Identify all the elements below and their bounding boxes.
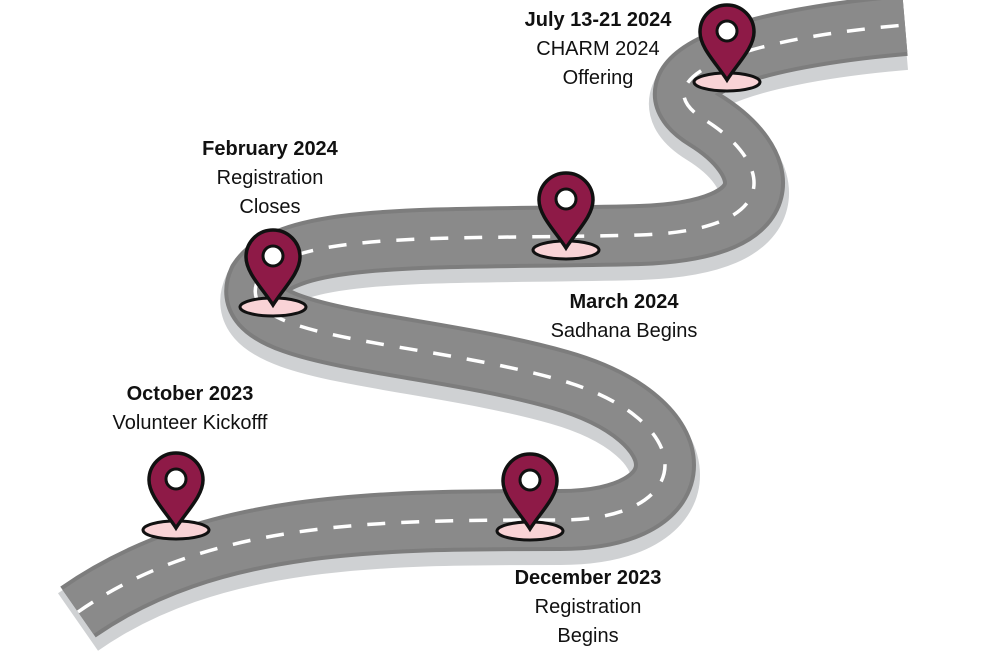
milestone-july-2024: July 13-21 2024 CHARM 2024 Offering (498, 6, 698, 93)
milestone-description: Volunteer Kickofff (112, 412, 268, 434)
milestone-date: March 2024 (569, 291, 679, 313)
milestone-description: Registration (534, 596, 642, 618)
milestone-october-2023: October 2023 Volunteer Kickofff (90, 380, 290, 438)
milestone-description: Registration (216, 167, 324, 189)
milestone-description: Closes (239, 196, 301, 218)
road-center-dashes (77, 23, 906, 614)
map-pin-icon (531, 171, 601, 261)
map-pin-icon (692, 3, 762, 93)
milestone-description: Offering (562, 67, 634, 89)
milestone-february-2024: February 2024 Registration Closes (170, 135, 370, 222)
map-pin-icon (238, 228, 308, 318)
milestone-date: December 2023 (514, 567, 662, 589)
milestone-description: Sadhana Begins (550, 320, 698, 342)
milestone-december-2023: December 2023 Registration Begins (488, 564, 688, 651)
milestone-date: February 2024 (202, 138, 338, 160)
milestone-date: July 13-21 2024 (524, 9, 672, 31)
map-pin-icon (495, 452, 565, 542)
milestone-description: Begins (557, 625, 619, 647)
milestone-date: October 2023 (126, 383, 254, 405)
milestone-description: CHARM 2024 (536, 38, 660, 60)
map-pin-icon (141, 451, 211, 541)
milestone-march-2024: March 2024 Sadhana Begins (524, 288, 724, 346)
